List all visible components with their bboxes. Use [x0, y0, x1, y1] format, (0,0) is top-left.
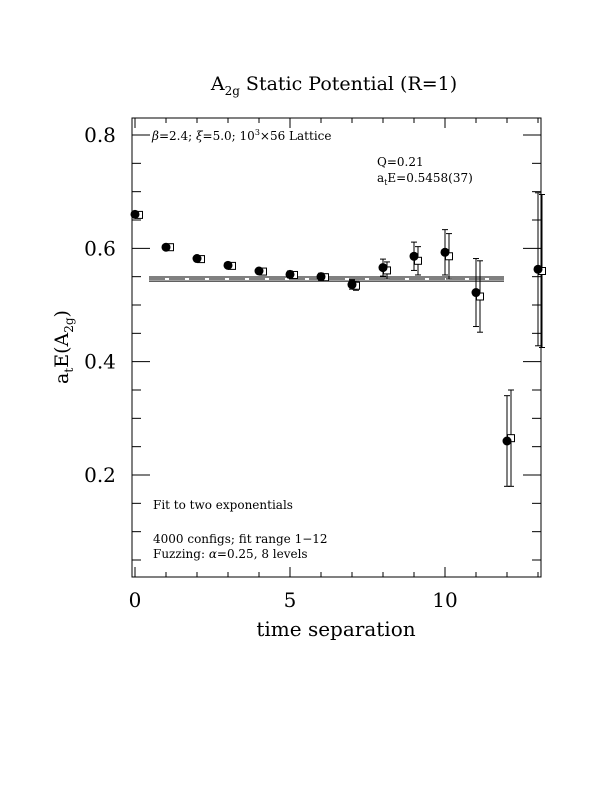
data-point-circle [440, 247, 450, 257]
x-axis-label: time separation [256, 617, 415, 641]
data-point-circle [378, 263, 388, 273]
data-point-circle [409, 251, 419, 261]
data-point-circle [347, 280, 357, 290]
x-tick-label: 5 [284, 588, 297, 612]
q-annotation: Q=0.21 [377, 155, 424, 169]
data-point-circle [533, 264, 543, 274]
x-tick-label: 0 [129, 588, 142, 612]
fit-value-annotation: atE=0.5458(37) [377, 171, 473, 187]
data-point-circle [161, 242, 171, 252]
fuzzing-annotation: Fuzzing: α=0.25, 8 levels [153, 547, 308, 561]
data-point-circle [285, 269, 295, 279]
data-point-circle [254, 266, 264, 276]
data-point-circle [130, 209, 140, 219]
chart-title: A2g Static Potential (R=1) [210, 73, 457, 98]
y-tick-label: 0.2 [84, 463, 116, 487]
fit-type-annotation: Fit to two exponentials [153, 498, 293, 512]
data-point-circle [471, 288, 481, 298]
series-filled-circles [130, 192, 543, 487]
data-point-circle [502, 436, 512, 446]
tick-labels: 0 5 10 0.2 0.4 0.6 0.8 [84, 123, 458, 612]
data-point-circle [192, 254, 202, 264]
data-point-circle [223, 260, 233, 270]
series-open-squares [135, 194, 546, 487]
data-point-circle [316, 272, 326, 282]
axis-ticks [132, 118, 541, 577]
lattice-annotation: β=2.4; ξ=5.0; 103×56 Lattice [151, 128, 331, 143]
y-tick-label: 0.8 [84, 123, 116, 147]
y-tick-label: 0.6 [84, 236, 116, 260]
y-tick-label: 0.4 [84, 350, 116, 374]
y-axis-label: atE(A2g) [51, 310, 76, 384]
x-tick-label: 10 [432, 588, 457, 612]
configs-annotation: 4000 configs; fit range 1−12 [153, 532, 328, 546]
